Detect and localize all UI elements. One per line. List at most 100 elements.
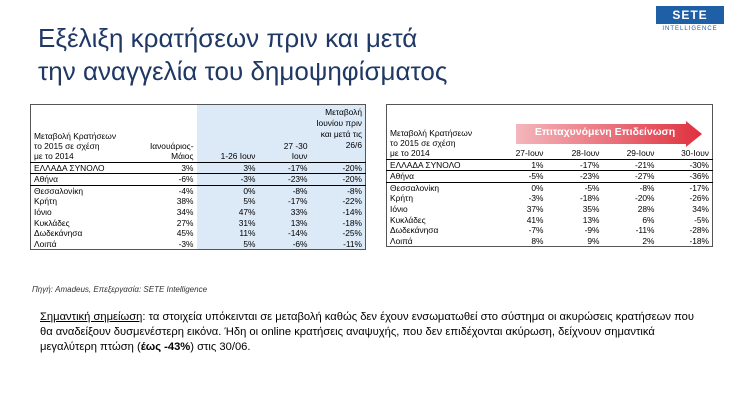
slide-title: Εξέλιξη κρατήσεων πριν και μετά την αναγ… bbox=[38, 22, 598, 88]
cell-value: 0% bbox=[531, 182, 544, 193]
cell-value: 3% bbox=[134, 161, 197, 175]
header-1-26-jun-text: 1-26 Ιουν bbox=[196, 151, 259, 163]
cell-value: -23% bbox=[258, 173, 311, 186]
cell-value: 5% bbox=[196, 196, 259, 207]
cell-value: 33% bbox=[258, 206, 311, 218]
cell-value: -17% bbox=[258, 161, 311, 175]
header-label: Μεταβολή Κρατήσεων το 2015 σε σχέση bbox=[34, 131, 117, 151]
table-row: Αθήνα -6% -3% -23% -20% bbox=[30, 173, 366, 186]
table-row: Θεσσαλονίκη -4% 0% -8% -8% bbox=[31, 185, 366, 197]
cell-value: -5% bbox=[584, 182, 600, 193]
sete-logo: SETE INTELLIGENCE bbox=[656, 6, 724, 38]
table-row: Θεσσαλονίκη 0% -5% -8% -17% bbox=[387, 182, 713, 193]
table2-header-row-2: με το 2014 27-Ιουν 28-Ιουν 29-Ιουν 30-Ιο… bbox=[386, 148, 713, 160]
cell-value: 13% bbox=[582, 214, 600, 225]
cell-value: -36% bbox=[657, 170, 713, 183]
cell-value: 8% bbox=[531, 235, 544, 246]
header-27-jun: 27-Ιουν bbox=[490, 148, 547, 160]
row-label: ΕΛΛΑΔΑ ΣΥΝΟΛΟ bbox=[30, 161, 135, 175]
cell-value: -8% bbox=[639, 182, 655, 193]
cell-value: -18% bbox=[689, 235, 709, 246]
table-row: Δωδεκάνησα 45% 11% -14% -25% bbox=[31, 228, 366, 239]
note-label: Σημαντική σημείωση bbox=[40, 311, 143, 323]
accelerating-deterioration-arrow: Επιταχυνόμενη Επιδείνωση bbox=[516, 121, 702, 147]
cell-value: -7% bbox=[528, 225, 544, 236]
table-row: Αθήνα -5% -23% -27% -36% bbox=[386, 170, 713, 183]
row-label: Κρήτη bbox=[390, 193, 413, 204]
table-row: Λοιπά -3% 5% -6% -11% bbox=[31, 238, 366, 250]
table2-header-label: Μεταβολή Κρατήσεων το 2015 σε σχέση bbox=[390, 128, 473, 148]
cell-value: -3% bbox=[178, 238, 194, 249]
header-29-jun: 29-Ιουν bbox=[602, 148, 658, 160]
table2-header-label-l3: με το 2014 bbox=[386, 148, 491, 160]
table-row: Δωδεκάνησα -7% -9% -11% -28% bbox=[387, 225, 713, 236]
cell-value: 35% bbox=[582, 203, 600, 214]
table-header-row: Μεταβολή Κρατήσεων το 2015 σε σχέση Ιανο… bbox=[31, 104, 366, 151]
table-row: Κρήτη 38% 5% -17% -22% bbox=[31, 196, 366, 207]
row-label: Θεσσαλονίκη bbox=[390, 182, 440, 193]
note-bold: έως -43% bbox=[140, 341, 191, 353]
cell-value: -17% bbox=[546, 158, 603, 172]
row-label: Θεσσαλονίκη bbox=[34, 185, 84, 196]
row-label: Κρήτη bbox=[34, 196, 57, 207]
row-label: Δωδεκάνησα bbox=[34, 228, 83, 239]
cell-value: -25% bbox=[310, 228, 366, 239]
title-line-2: την αναγγελία του δημοψηφίσματος bbox=[38, 56, 448, 86]
cell-value: -18% bbox=[579, 193, 600, 204]
header-30-jun: 30-Ιουν bbox=[657, 148, 713, 160]
header-27-30-jun: 27 -30 bbox=[258, 104, 311, 151]
cell-value: -3% bbox=[196, 173, 259, 186]
table-row: ΕΛΛΑΔΑ ΣΥΝΟΛΟ 3% 3% -17% -20% bbox=[30, 161, 366, 175]
row-label: Αθήνα bbox=[386, 170, 491, 183]
cell-value: 6% bbox=[642, 214, 655, 225]
cell-value: -3% bbox=[528, 193, 544, 204]
row-label: Δωδεκάνησα bbox=[390, 225, 439, 236]
row-label: Κυκλάδες bbox=[390, 214, 426, 225]
cell-value: 37% bbox=[526, 203, 544, 214]
cell-value: -26% bbox=[689, 193, 709, 204]
source-note: Πηγή: Amadeus, Επεξεργασία: SETE Intelli… bbox=[32, 285, 208, 294]
bookings-change-table-left: Μεταβολή Κρατήσεων το 2015 σε σχέση Ιανο… bbox=[30, 104, 366, 251]
table-row: Ιόνιο 34% 47% 33% -14% bbox=[31, 206, 366, 218]
cell-value: -11% bbox=[635, 225, 655, 236]
logo-text: SETE bbox=[656, 6, 724, 24]
cell-value: 0% bbox=[196, 185, 259, 197]
cell-value: -9% bbox=[584, 225, 600, 236]
cell-value: -30% bbox=[657, 158, 713, 172]
cell-value: -6% bbox=[258, 238, 311, 250]
header-28-jun: 28-Ιουν bbox=[546, 148, 603, 160]
header-jan-may-l2: Μάιος bbox=[134, 151, 197, 163]
header-1-26-jun bbox=[196, 104, 259, 151]
important-note: Σημαντική σημείωση: τα στοιχεία υπόκειντ… bbox=[40, 310, 705, 355]
cell-value: 13% bbox=[258, 217, 311, 229]
cell-value: -20% bbox=[310, 173, 366, 186]
table-header-row-2: με το 2014 Μάιος 1-26 Ιουν Ιουν bbox=[30, 151, 366, 163]
row-label: Λοιπά bbox=[34, 238, 57, 249]
row-label: Λοιπά bbox=[390, 235, 413, 246]
cell-value: -5% bbox=[490, 170, 547, 183]
cell-value: 1% bbox=[490, 158, 547, 172]
cell-value: -5% bbox=[694, 214, 709, 225]
header-june-change-spacer bbox=[310, 151, 366, 163]
cell-value: 5% bbox=[196, 238, 259, 250]
table-row: ΕΛΛΑΔΑ ΣΥΝΟΛΟ 1% -17% -21% -30% bbox=[386, 158, 713, 172]
table-row: Ιόνιο 37% 35% 28% 34% bbox=[387, 204, 713, 215]
logo-subtitle: INTELLIGENCE bbox=[662, 26, 718, 32]
cell-value: 41% bbox=[526, 214, 544, 225]
cell-value: -20% bbox=[310, 161, 366, 175]
cell-value: 11% bbox=[196, 228, 259, 239]
cell-value: -14% bbox=[310, 206, 366, 218]
cell-value: -8% bbox=[258, 185, 311, 197]
cell-value: 2% bbox=[642, 235, 655, 246]
row-label: ΕΛΛΑΔΑ ΣΥΝΟΛΟ bbox=[386, 158, 491, 172]
cell-value: -17% bbox=[258, 196, 311, 207]
cell-value: -27% bbox=[602, 170, 658, 183]
cell-value: -28% bbox=[689, 225, 709, 236]
cell-value: 45% bbox=[176, 228, 194, 239]
header-27-30-jun-l2: Ιουν bbox=[258, 151, 311, 163]
cell-value: 31% bbox=[196, 217, 259, 229]
header-june-change: Μεταβολή Ιουνίου πριν και μετά τις 26/6 bbox=[310, 104, 366, 151]
cell-value: -8% bbox=[310, 185, 366, 197]
cell-value: -6% bbox=[134, 173, 197, 186]
cell-value: -14% bbox=[258, 228, 311, 239]
